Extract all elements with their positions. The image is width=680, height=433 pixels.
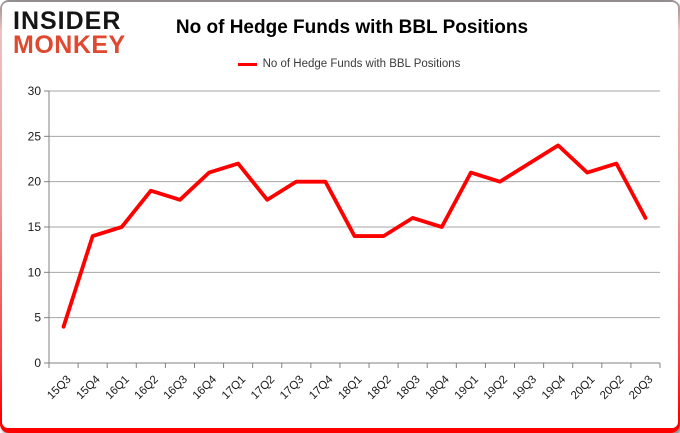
insider-monkey-logo: INSIDER MONKEY [13,7,126,59]
chart-title: No of Hedge Funds with BBL Positions [175,17,529,38]
svg-text:15Q3: 15Q3 [45,374,73,402]
svg-text:19Q3: 19Q3 [511,374,539,402]
svg-text:10: 10 [28,265,42,279]
svg-text:16Q3: 16Q3 [162,374,190,402]
svg-text:15: 15 [28,220,42,234]
svg-text:30: 30 [28,84,42,98]
svg-text:20Q1: 20Q1 [569,374,597,402]
logo-word-insider: INSIDER [13,7,122,35]
svg-text:18Q4: 18Q4 [424,373,453,402]
svg-text:20Q3: 20Q3 [627,374,655,402]
chart-background: INSIDER MONKEY No of Hedge Funds with BB… [2,2,678,428]
logo-word-monkey: MONKEY [13,31,126,59]
svg-text:25: 25 [28,129,42,143]
svg-text:15Q4: 15Q4 [74,373,103,402]
svg-text:18Q1: 18Q1 [336,374,364,402]
svg-text:17Q2: 17Q2 [249,374,277,402]
svg-text:19Q4: 19Q4 [540,373,569,402]
legend-line-swatch [237,62,257,66]
svg-text:20: 20 [28,175,42,189]
svg-text:19Q1: 19Q1 [453,374,481,402]
svg-text:19Q2: 19Q2 [482,374,510,402]
svg-text:18Q2: 18Q2 [365,374,393,402]
legend: No of Hedge Funds with BBL Positions [20,58,678,70]
legend-label: No of Hedge Funds with BBL Positions [262,58,461,70]
svg-text:16Q4: 16Q4 [191,373,220,402]
svg-text:20Q2: 20Q2 [598,374,626,402]
svg-text:17Q4: 17Q4 [307,373,336,402]
svg-text:18Q3: 18Q3 [394,374,422,402]
svg-text:5: 5 [34,311,41,325]
chart-canvas: 0 5 10 15 20 25 30 15Q3 15Q4 16Q1 16Q2 16Q3 16Q4 17Q1… [28,84,661,402]
svg-text:0: 0 [34,356,41,370]
svg-text:17Q3: 17Q3 [278,374,306,402]
svg-text:16Q2: 16Q2 [133,374,161,402]
svg-text:17Q1: 17Q1 [220,374,248,402]
svg-text:16Q1: 16Q1 [103,374,131,402]
